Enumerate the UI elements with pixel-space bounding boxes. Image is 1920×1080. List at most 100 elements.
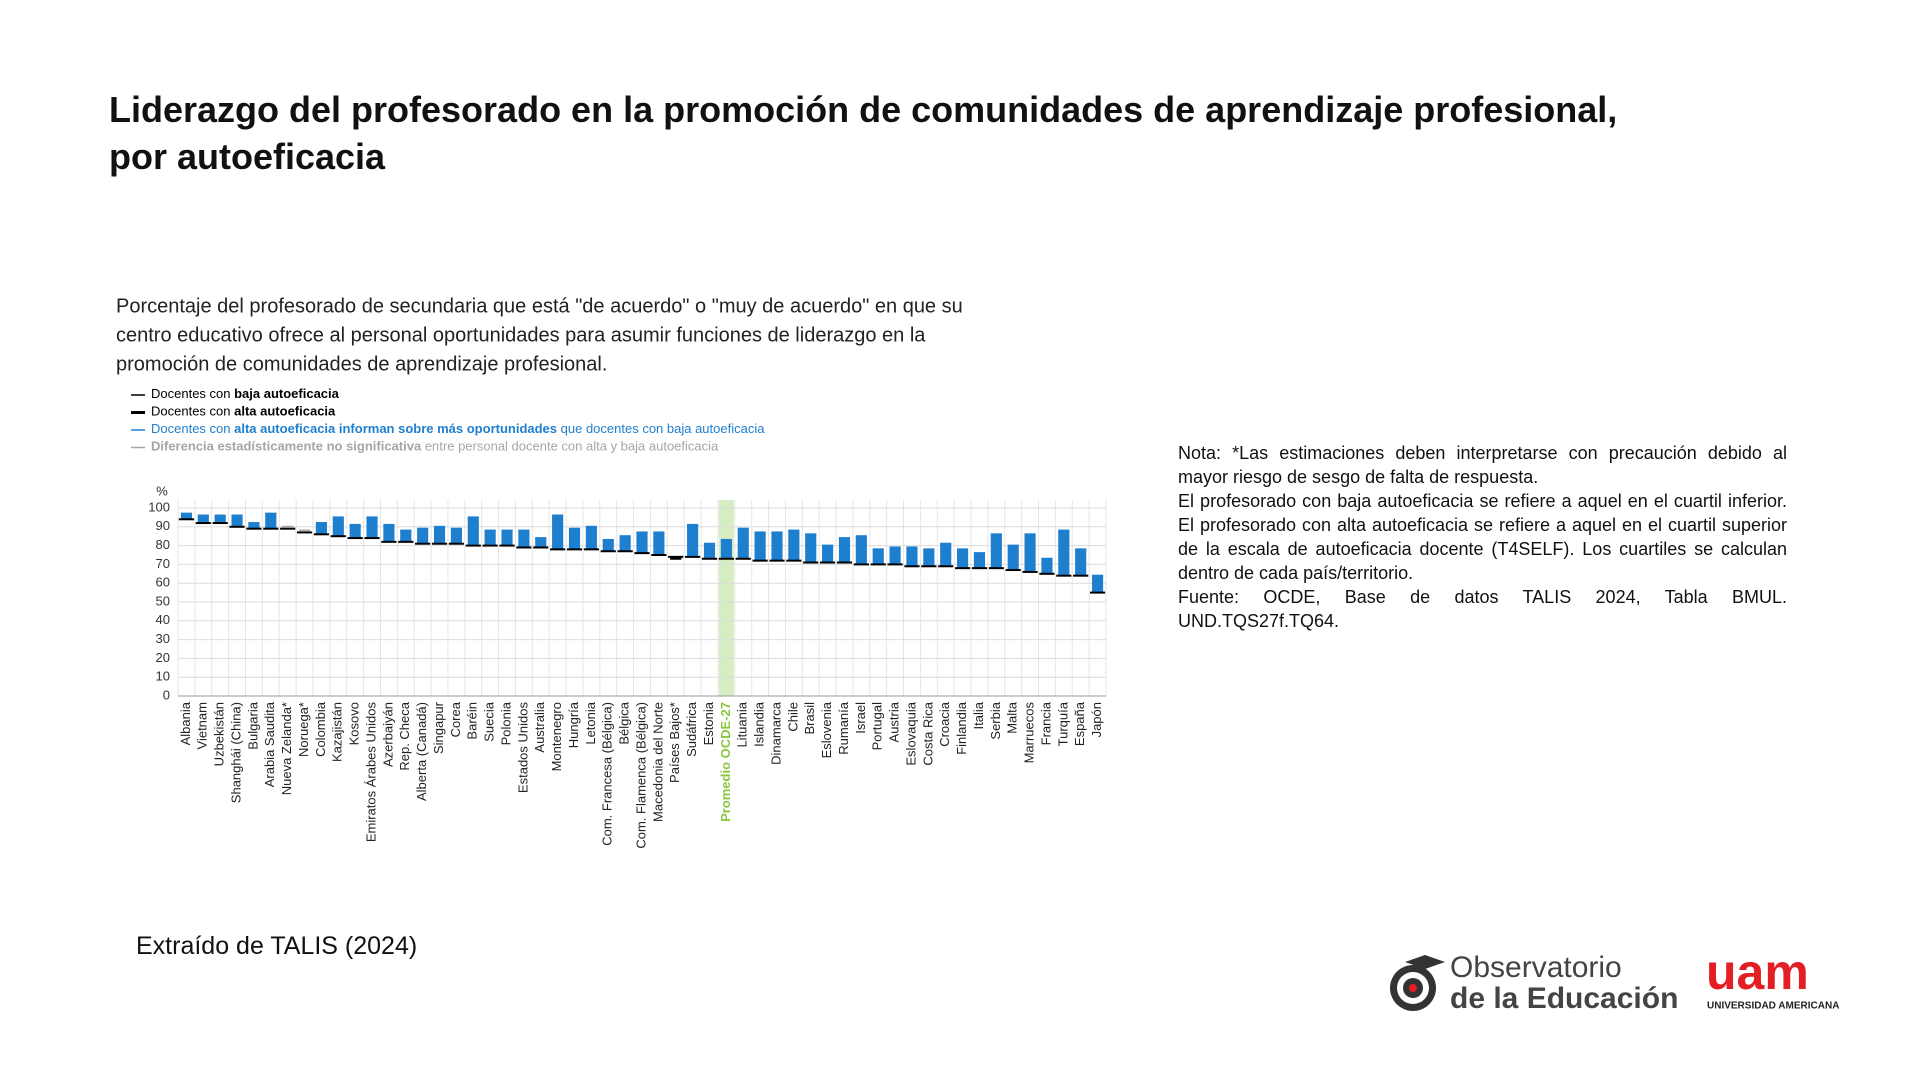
y-tick-label: 30	[156, 631, 170, 646]
x-tick-label: Emiratos Árabes Unidos	[363, 702, 378, 843]
note: Nota: *Las estimaciones deben interpreta…	[1178, 441, 1787, 633]
x-tick-label: Islandia	[752, 701, 767, 747]
x-tick-label: Israel	[853, 702, 868, 734]
legend-text: Diferencia estadísticamente no significa…	[151, 439, 422, 454]
x-tick-label: Costa Rica	[920, 701, 935, 765]
x-tick-label: Países Bajos*	[667, 702, 682, 783]
title-line: Liderazgo del profesorado en la promoció…	[109, 89, 1618, 130]
legend-text: Docentes con	[151, 386, 234, 401]
bar	[619, 536, 631, 552]
bar	[383, 524, 395, 542]
bar	[501, 530, 513, 546]
bar	[1024, 534, 1036, 572]
x-tick-label: Com. Francesa (Bélgica)	[600, 702, 615, 846]
bar	[1075, 549, 1087, 576]
x-tick-label: España	[1072, 701, 1087, 746]
highlight-band	[718, 500, 734, 696]
x-tick-label: Colombia	[313, 701, 328, 757]
legend-text: Docentes con	[151, 404, 234, 419]
y-axis-label: %	[156, 483, 168, 498]
bar	[180, 513, 193, 520]
x-tick-label: Nueva Zelanda*	[279, 702, 294, 795]
x-tick-label: Japón	[1089, 702, 1104, 737]
bar	[467, 517, 479, 546]
bar	[552, 515, 564, 550]
x-tick-label: Alberta (Canadá)	[414, 702, 429, 801]
bar	[417, 528, 429, 544]
x-tick-label: Sudáfrica	[684, 701, 699, 757]
bar	[400, 530, 412, 542]
bar	[1091, 575, 1104, 593]
x-tick-label: Turquía	[1055, 701, 1070, 746]
x-tick-label: Eslovenia	[819, 701, 834, 758]
bar	[838, 538, 851, 563]
x-tick-label: Portugal	[870, 702, 885, 751]
x-tick-label: Singapur	[431, 701, 446, 754]
x-tick-label: Kosovo	[347, 702, 362, 745]
bar	[214, 515, 226, 524]
x-tick-label: Hungría	[566, 701, 581, 748]
bar	[1041, 558, 1053, 574]
bar	[518, 530, 530, 548]
x-tick-label: Lituania	[735, 701, 750, 747]
bar	[957, 549, 969, 569]
x-tick-label: Azerbaiyán	[380, 702, 395, 767]
x-tick-label: Chile	[785, 702, 800, 732]
legend-text: Docentes con	[151, 421, 234, 436]
x-tick-label: Uzbekistán	[212, 702, 227, 766]
bar	[568, 528, 581, 550]
bar	[889, 547, 901, 565]
bar	[585, 526, 597, 550]
x-tick-label: Vietnam	[195, 702, 210, 749]
bar	[265, 513, 277, 529]
bar	[315, 523, 327, 535]
x-tick-label: Baréin	[465, 702, 480, 740]
x-tick-label: Suecia	[482, 701, 497, 742]
legend-text: entre personal docente con alta y baja a…	[421, 439, 719, 454]
x-tick-label: Promedio OCDE-27	[718, 702, 733, 822]
x-tick-label: Australia	[532, 701, 547, 752]
x-tick-label: Letonia	[583, 701, 598, 744]
bar	[703, 543, 716, 559]
x-tick-label: Rep. Checa	[397, 701, 412, 770]
bar	[805, 534, 817, 563]
bar	[737, 528, 749, 559]
bar	[788, 530, 800, 561]
x-tick-label: Estonia	[701, 701, 716, 745]
title-line: por autoeficacia	[109, 136, 386, 177]
y-tick-label: 20	[156, 650, 170, 665]
note-paragraph: Fuente: OCDE, Base de datos TALIS 2024, …	[1178, 587, 1787, 631]
bar	[990, 534, 1002, 569]
x-tick-label: Noruega*	[296, 702, 311, 757]
x-tick-label: Brasil	[802, 702, 817, 735]
bar	[535, 538, 547, 548]
bar	[923, 549, 935, 567]
x-tick-label: Albania	[178, 701, 193, 745]
bar	[653, 532, 665, 555]
bar	[754, 532, 766, 561]
y-tick-label: 0	[163, 687, 170, 702]
x-tick-label: Francia	[1038, 701, 1053, 745]
x-tick-label: Corea	[448, 701, 463, 737]
y-tick-label: 50	[156, 593, 170, 608]
x-tick-label: Serbia	[988, 701, 1003, 739]
y-tick-label: 80	[156, 537, 170, 552]
bar	[872, 549, 884, 565]
bar	[1007, 545, 1019, 571]
bar	[484, 530, 496, 546]
x-tick-label: Italia	[971, 701, 986, 729]
slide-title: Liderazgo del profesorado en la promoció…	[109, 86, 1617, 180]
bar	[366, 517, 378, 539]
bar	[197, 515, 209, 524]
x-tick-label: Polonia	[498, 701, 513, 745]
x-tick-label: Marruecos	[1022, 702, 1037, 764]
bar	[349, 524, 361, 539]
x-tick-label: Estados Unidos	[515, 702, 530, 794]
x-tick-label: Com. Flamenca (Bélgica)	[633, 702, 648, 849]
bar	[450, 528, 462, 544]
x-tick-label: Kazajistán	[330, 702, 345, 762]
x-tick-label: Arabia Saudita	[262, 701, 277, 787]
x-tick-label: Shanghái (China)	[228, 702, 243, 803]
